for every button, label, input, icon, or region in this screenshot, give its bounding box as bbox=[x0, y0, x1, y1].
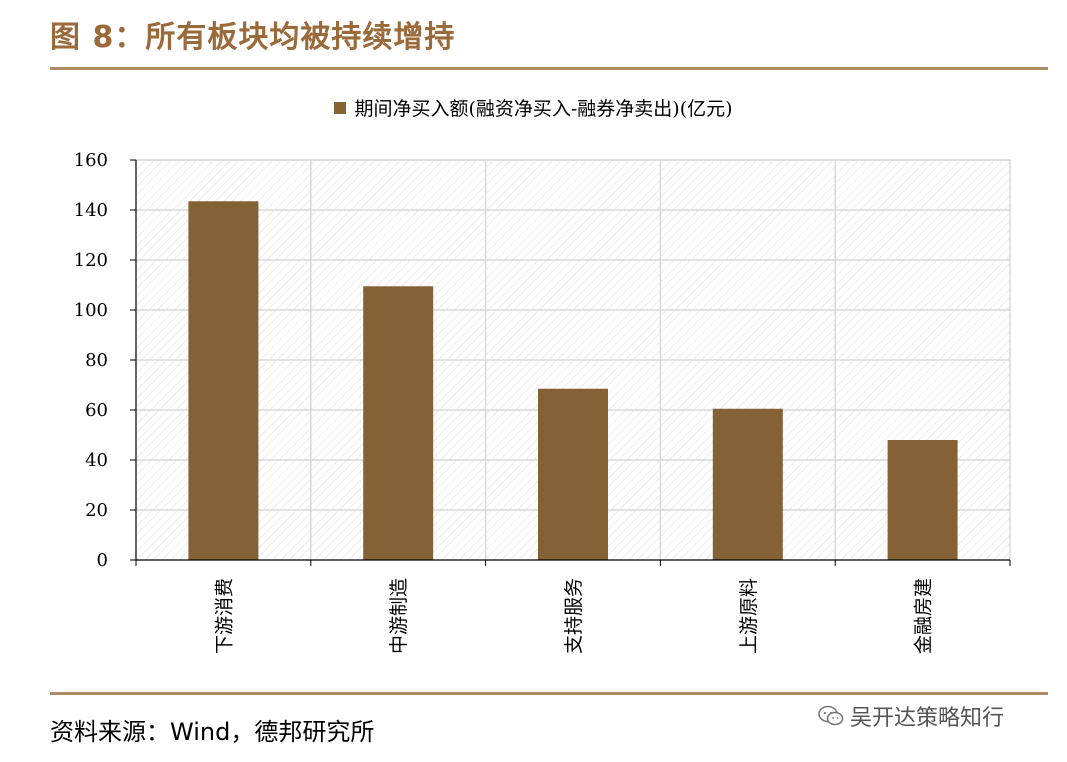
x-axis-ticks: 下游消费 中游制造 支持服务 上游原料 金融房建 bbox=[213, 578, 934, 654]
y-tick-label: 40 bbox=[85, 450, 108, 471]
chart-legend: 期间净买入额(融资净买入-融券净卖出)(亿元) bbox=[0, 94, 1067, 121]
y-tick-label: 80 bbox=[85, 350, 108, 371]
top-rule bbox=[50, 67, 1048, 70]
watermark-text: 吴开达策略知行 bbox=[850, 706, 1005, 731]
wechat-icon bbox=[818, 705, 844, 726]
bottom-rule bbox=[50, 692, 1048, 695]
y-tick-label: 140 bbox=[74, 200, 108, 221]
y-tick-label: 20 bbox=[85, 500, 108, 521]
x-tick-label: 金融房建 bbox=[913, 578, 935, 654]
figure-title: 图 8：所有板块均被持续增持 bbox=[50, 20, 456, 55]
y-tick-label: 120 bbox=[74, 250, 108, 271]
legend-swatch bbox=[334, 102, 347, 114]
legend-label: 期间净买入额(融资净买入-融券净卖出)(亿元) bbox=[354, 98, 733, 120]
y-axis-ticks: 0 20 40 60 80 100 120 140 160 bbox=[74, 150, 108, 571]
y-tick-label: 160 bbox=[74, 150, 108, 171]
x-tick-label: 上游原料 bbox=[738, 578, 760, 654]
x-tick-label: 下游消费 bbox=[213, 578, 235, 654]
bar bbox=[887, 440, 958, 560]
source-note: 资料来源：Wind，德邦研究所 bbox=[50, 718, 375, 746]
y-tick-label: 0 bbox=[97, 550, 108, 571]
x-tick-label: 支持服务 bbox=[563, 578, 585, 654]
axes bbox=[130, 159, 1011, 566]
watermark: 吴开达策略知行 bbox=[818, 700, 1004, 732]
bar bbox=[538, 388, 608, 560]
bar bbox=[188, 201, 259, 560]
bar bbox=[363, 286, 434, 560]
bars bbox=[188, 201, 958, 560]
y-tick-label: 60 bbox=[85, 400, 108, 421]
bar bbox=[712, 408, 783, 560]
y-tick-label: 100 bbox=[74, 300, 108, 321]
x-tick-label: 中游制造 bbox=[388, 578, 410, 654]
